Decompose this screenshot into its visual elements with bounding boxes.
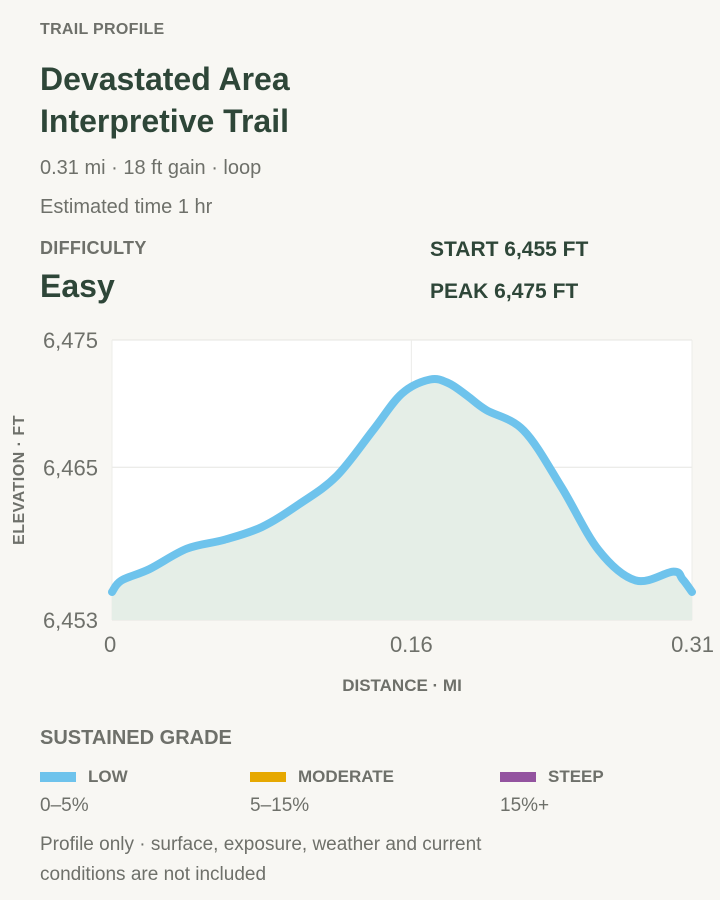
legend-swatch-steep (500, 772, 536, 782)
legend-swatch-low (40, 772, 76, 782)
difficulty-value: Easy (40, 268, 115, 304)
elevation-chart: 6,453 6,465 6,475 0 0.16 0.31 ELEVATION · FT… (11, 328, 714, 695)
x-tick-label: 0.16 (390, 632, 433, 657)
x-tick-label: 0 (104, 632, 116, 657)
eyebrow-label: TRAIL PROFILE (40, 21, 165, 38)
title-line-2: Interpretive Trail (40, 103, 289, 139)
y-tick-label: 6,453 (43, 608, 98, 633)
legend-swatch-moderate (250, 772, 286, 782)
elevation-line (108, 374, 696, 596)
trail-meta: 0.31 mi · 18 ft gain · loop (40, 157, 262, 179)
y-axis-label: ELEVATION · FT (11, 415, 28, 545)
legend-item-low: LOW 0–5% (40, 767, 128, 817)
page-title: Devastated Area Interpretive Trail (40, 58, 290, 142)
legend-label-moderate: MODERATE (298, 767, 395, 786)
legend-range-steep: 15%+ (500, 795, 550, 816)
y-axis-ticks: 6,453 6,465 6,475 (43, 328, 98, 633)
peak-elevation: PEAK 6,475 FT (430, 280, 579, 303)
legend-label-steep: STEEP (548, 767, 604, 786)
start-elevation: START 6,455 FT (430, 238, 589, 261)
legend-item-moderate: MODERATE 5–15% (250, 767, 394, 817)
disclaimer-note: Profile only · surface, exposure, weathe… (40, 834, 482, 885)
legend-range-low: 0–5% (40, 795, 89, 816)
x-tick-label: 0.31 (671, 632, 714, 657)
legend-label-low: LOW (88, 767, 128, 786)
legend-item-steep: STEEP 15%+ (500, 767, 604, 817)
grade-title: SUSTAINED GRADE (40, 727, 232, 749)
title-line-1: Devastated Area (40, 61, 290, 97)
legend-range-moderate: 5–15% (250, 795, 310, 816)
estimated-time: Estimated time 1 hr (40, 196, 213, 218)
difficulty-label: DIFFICULTY (40, 238, 147, 258)
y-tick-label: 6,465 (43, 455, 98, 480)
elevation-area (112, 378, 692, 620)
x-axis-label: DISTANCE · MI (342, 676, 462, 695)
x-axis-ticks: 0 0.16 0.31 (104, 632, 714, 657)
y-tick-label: 6,475 (43, 328, 98, 353)
